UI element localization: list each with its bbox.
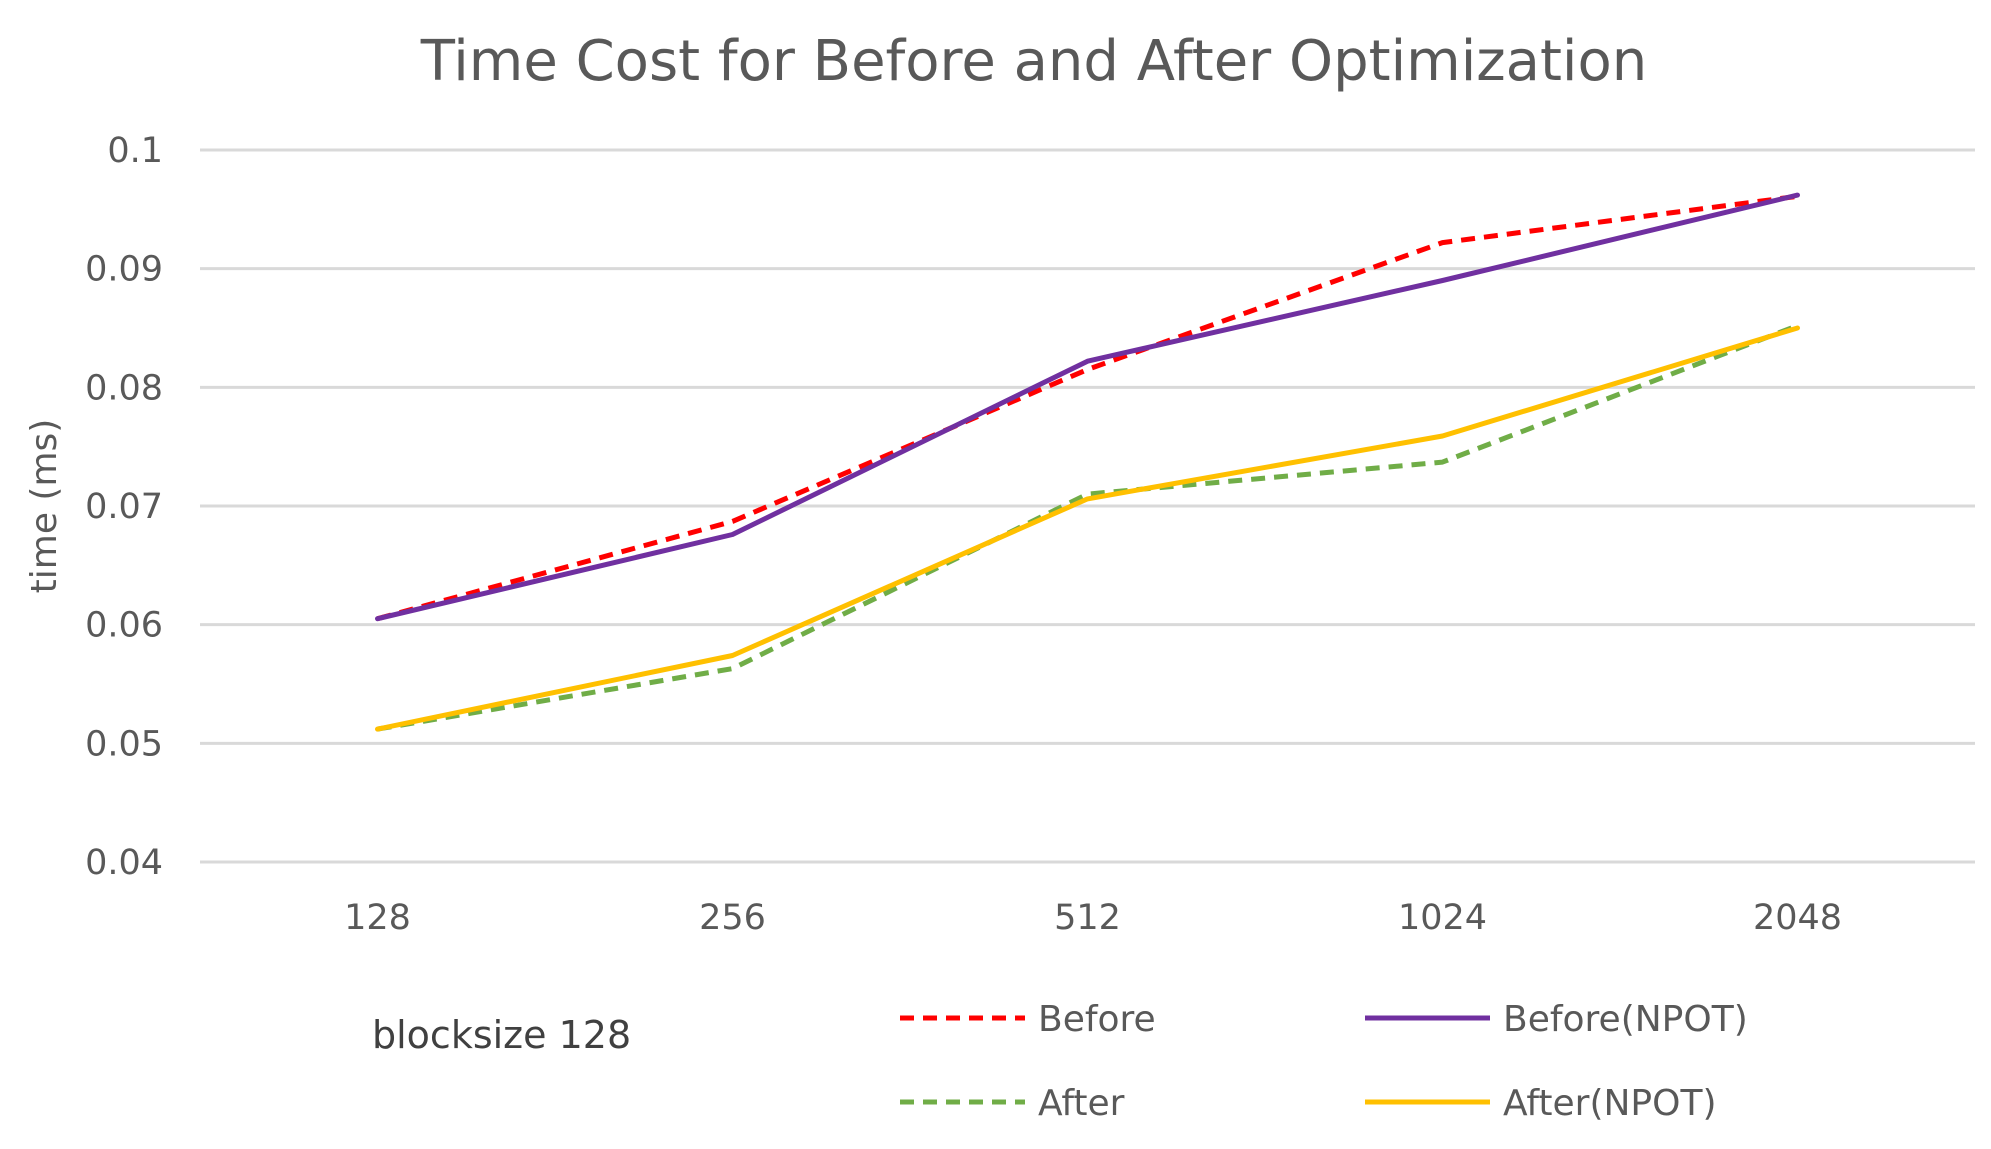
y-tick-label: 0.09 xyxy=(85,250,163,290)
legend-label: Before(NPOT) xyxy=(1503,999,1748,1040)
series-line-after xyxy=(377,323,1799,732)
x-tick-label: 128 xyxy=(344,898,411,938)
chart-title: Time Cost for Before and After Optimizat… xyxy=(420,29,1648,94)
legend-label: After xyxy=(1038,1083,1125,1124)
legend-item: Before(NPOT) xyxy=(1365,999,1748,1040)
series-line-before xyxy=(376,193,1798,622)
series-line-before-npot xyxy=(375,192,1800,622)
y-axis-label: time (ms) xyxy=(24,419,65,594)
y-tick-label: 0.07 xyxy=(85,487,163,527)
x-tick-label: 256 xyxy=(699,898,766,938)
gridlines xyxy=(200,148,1975,864)
x-tick-labels: 128 256 512 1024 2048 xyxy=(344,898,1842,938)
series-line-after-npot xyxy=(375,325,1800,732)
x-tick-label: 1024 xyxy=(1398,898,1487,938)
y-tick-label: 0.04 xyxy=(85,843,163,883)
legend-label: Before xyxy=(1038,999,1156,1040)
y-tick-label: 0.06 xyxy=(85,606,163,646)
legend-item: After xyxy=(900,1083,1125,1124)
y-tick-label: 0.08 xyxy=(85,368,163,408)
legend-item: After(NPOT) xyxy=(1365,1083,1717,1124)
series-lines xyxy=(375,192,1800,732)
legend-label: After(NPOT) xyxy=(1503,1083,1717,1124)
x-tick-label: 2048 xyxy=(1753,898,1842,938)
legend: Before Before(NPOT) After After(NPOT) xyxy=(900,999,1748,1124)
x-tick-label: 512 xyxy=(1054,898,1121,938)
y-tick-label: 0.1 xyxy=(107,131,163,171)
y-tick-label: 0.05 xyxy=(85,724,163,764)
legend-item: Before xyxy=(900,999,1156,1040)
y-tick-labels: 0.04 0.05 0.06 0.07 0.08 0.09 0.1 xyxy=(85,131,163,883)
chart-annotation: blocksize 128 xyxy=(372,1013,631,1057)
